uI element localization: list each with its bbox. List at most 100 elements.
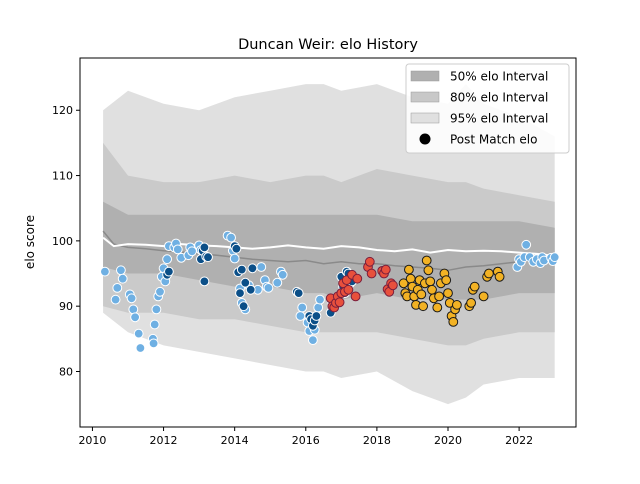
data-point bbox=[172, 244, 183, 255]
legend-swatch bbox=[410, 70, 440, 82]
data-point bbox=[404, 264, 414, 275]
data-point bbox=[425, 276, 436, 287]
data-point bbox=[263, 283, 274, 293]
data-point bbox=[469, 281, 480, 292]
data-point bbox=[434, 291, 445, 302]
legend-label: 95% elo Interval bbox=[450, 112, 548, 126]
legend-swatch bbox=[410, 112, 440, 124]
x-tick-label: 2012 bbox=[150, 434, 178, 447]
data-point bbox=[478, 291, 489, 302]
data-point bbox=[240, 277, 251, 288]
data-point bbox=[235, 288, 245, 299]
data-point bbox=[352, 273, 363, 284]
data-point bbox=[236, 264, 247, 275]
x-tick-label: 2020 bbox=[434, 434, 462, 447]
mean-line bbox=[102, 230, 555, 272]
y-tick-label: 100 bbox=[52, 235, 73, 248]
data-point bbox=[484, 268, 494, 279]
legend-marker bbox=[419, 133, 431, 145]
data-point bbox=[366, 268, 377, 279]
data-point bbox=[238, 301, 249, 312]
plot-frame bbox=[79, 57, 577, 428]
data-point bbox=[130, 312, 141, 323]
data-point bbox=[427, 284, 437, 295]
data-point bbox=[272, 277, 283, 288]
data-point bbox=[245, 284, 256, 295]
data-point bbox=[100, 266, 110, 277]
data-point bbox=[295, 311, 306, 321]
x-tick-label: 2016 bbox=[292, 434, 320, 447]
data-point bbox=[405, 273, 416, 284]
data-point bbox=[423, 265, 434, 276]
legend-label: 50% elo Interval bbox=[450, 70, 548, 84]
x-tick-label: 2010 bbox=[78, 434, 106, 447]
data-point bbox=[418, 301, 429, 312]
data-point bbox=[199, 242, 210, 253]
y-axis: 80 90 100 110 120 bbox=[52, 104, 80, 378]
data-point bbox=[112, 283, 123, 293]
data-point bbox=[164, 266, 174, 277]
x-tick-label: 2018 bbox=[363, 434, 391, 447]
data-point bbox=[151, 304, 162, 315]
x-axis: 2010 2012 2014 2016 2018 2020 2022 bbox=[78, 427, 533, 447]
y-tick-label: 110 bbox=[52, 170, 73, 183]
data-point bbox=[466, 298, 477, 308]
x-tick-label: 2014 bbox=[221, 434, 249, 447]
data-point bbox=[388, 280, 398, 291]
data-point bbox=[311, 311, 322, 321]
data-point bbox=[256, 262, 267, 272]
data-point bbox=[203, 252, 213, 263]
data-point bbox=[148, 338, 159, 349]
data-point bbox=[452, 300, 462, 310]
data-point bbox=[293, 288, 304, 299]
chart-title: Duncan Weir: elo History bbox=[238, 37, 418, 53]
data-point bbox=[521, 239, 532, 250]
data-point bbox=[133, 328, 144, 339]
data-point bbox=[364, 256, 375, 267]
legend-swatch bbox=[410, 91, 440, 103]
data-point bbox=[313, 302, 324, 313]
data-point bbox=[416, 289, 427, 300]
y-tick-label: 90 bbox=[59, 300, 73, 313]
data-point bbox=[549, 252, 560, 263]
data-point bbox=[126, 293, 137, 304]
data-point bbox=[350, 291, 361, 302]
data-point bbox=[162, 254, 173, 265]
data-point bbox=[334, 297, 345, 308]
data-point bbox=[443, 288, 453, 299]
data-point bbox=[247, 263, 258, 274]
data-point bbox=[155, 286, 165, 297]
data-point bbox=[494, 271, 505, 282]
data-point bbox=[343, 284, 354, 295]
data-point bbox=[441, 275, 452, 286]
data-point bbox=[135, 343, 146, 353]
data-point bbox=[308, 335, 318, 346]
data-point bbox=[117, 273, 128, 284]
data-point bbox=[315, 294, 325, 305]
data-point bbox=[277, 269, 288, 280]
data-point bbox=[297, 302, 308, 313]
data-point bbox=[149, 319, 160, 330]
data-point bbox=[226, 232, 237, 243]
y-tick-label: 80 bbox=[59, 365, 73, 378]
data-point bbox=[187, 246, 197, 257]
y-tick-label: 120 bbox=[52, 104, 73, 117]
y-axis-label: elo score bbox=[23, 215, 37, 269]
data-point bbox=[380, 264, 391, 275]
data-point bbox=[110, 294, 121, 305]
data-point bbox=[398, 278, 409, 289]
legend-label: 80% elo Interval bbox=[450, 91, 548, 105]
post-match-points bbox=[100, 230, 560, 353]
legend-label: Post Match elo bbox=[450, 133, 537, 147]
data-point bbox=[128, 304, 139, 315]
legend-box bbox=[405, 63, 570, 154]
data-point bbox=[229, 253, 240, 264]
data-point bbox=[231, 243, 242, 254]
data-point bbox=[432, 302, 443, 313]
data-point bbox=[421, 255, 432, 266]
data-point bbox=[448, 317, 459, 327]
data-point bbox=[199, 276, 210, 287]
legend: 50% elo Interval 80% elo Interval 95% elo … bbox=[405, 63, 570, 154]
data-point bbox=[116, 265, 126, 276]
